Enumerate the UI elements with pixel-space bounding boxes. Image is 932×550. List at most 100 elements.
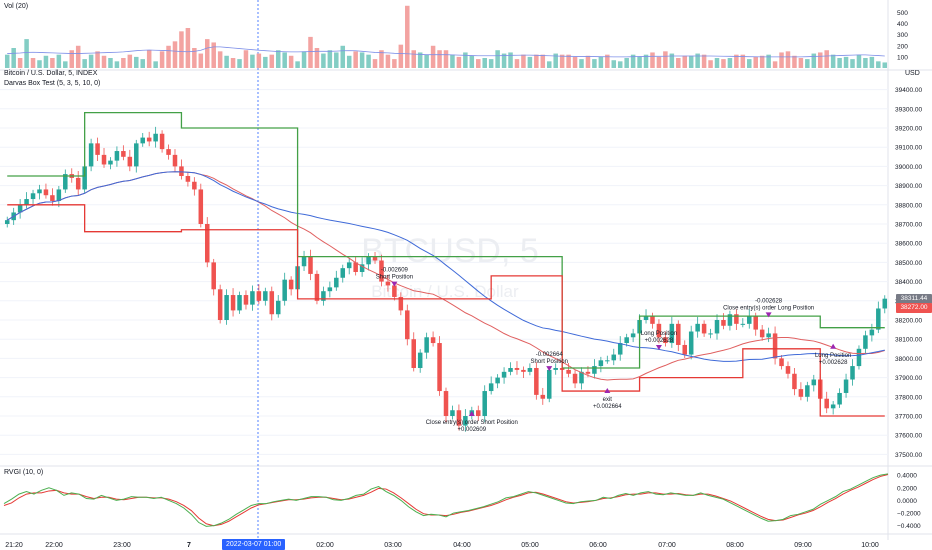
volume-bar: [282, 52, 287, 68]
volume-bar: [566, 54, 571, 68]
time-tick-label: 22:00: [45, 542, 63, 549]
candle-body: [405, 310, 410, 340]
candle-body: [753, 316, 758, 330]
volume-tick-label: 100: [897, 54, 908, 61]
candle-body: [546, 369, 552, 399]
volume-bar: [676, 58, 681, 68]
volume-bar: [643, 54, 649, 68]
time-tick-label: 06:00: [589, 542, 607, 549]
volume-bar: [204, 39, 210, 68]
candle-body: [237, 295, 242, 311]
candle-body: [443, 391, 449, 416]
signal-annotation-text: -0.002609: [381, 268, 409, 274]
volume-bar: [334, 52, 339, 68]
signal-annotation-text: +0.002628: [819, 360, 848, 366]
volume-bar: [263, 56, 268, 68]
volume-pane-title: Vol (20): [4, 3, 29, 10]
candle-body: [256, 291, 262, 301]
time-tick-label: 05:00: [521, 542, 539, 549]
volume-bar: [179, 31, 184, 68]
candle-body: [114, 151, 120, 161]
volume-bar: [69, 50, 75, 68]
candle-body: [108, 160, 113, 165]
volume-bar: [863, 58, 868, 68]
volume-bar: [430, 45, 436, 68]
candle-body: [456, 410, 462, 426]
candle-body: [540, 394, 546, 399]
candle-body: [166, 149, 171, 155]
volume-bar: [217, 51, 223, 68]
volume-bar: [876, 61, 881, 68]
price-tick-label: 37700.00: [895, 414, 922, 421]
volume-bar: [527, 56, 533, 68]
volume-bar: [501, 53, 507, 68]
volume-tick-label: 400: [897, 21, 908, 28]
price-tick-label: 38700.00: [895, 222, 922, 229]
candle-body: [121, 151, 126, 157]
volume-bar: [359, 52, 365, 68]
candle-body: [837, 392, 842, 405]
time-tick-label: 02:00: [316, 542, 334, 549]
volume-bar: [398, 44, 404, 68]
candle-body: [714, 320, 720, 334]
candle-body: [766, 333, 771, 338]
volume-bar: [417, 52, 423, 68]
signal-annotation-text: Short Position: [531, 359, 568, 365]
volume-bar: [114, 61, 120, 68]
volume-bar: [727, 58, 733, 68]
candle-body: [198, 189, 204, 224]
candle-body: [792, 373, 797, 390]
candle-body: [192, 181, 197, 190]
volume-bar: [792, 55, 797, 68]
candle-body: [721, 320, 726, 326]
candle-body: [50, 195, 55, 201]
volume-bar: [843, 56, 849, 68]
candle-body: [56, 189, 62, 201]
candle-body: [805, 385, 810, 397]
price-tick-label: 38400.00: [895, 279, 922, 286]
price-tick-label: 37800.00: [895, 394, 922, 401]
price-tick-label: 39400.00: [895, 87, 922, 94]
volume-bar: [295, 61, 300, 68]
rvgi-tick-label: −0.2000: [897, 511, 921, 518]
signal-annotation-text: -0.002628: [755, 298, 783, 304]
candle-body: [346, 262, 352, 269]
candle-body: [172, 154, 178, 167]
time-tick-label: 21:20: [5, 542, 23, 549]
candle-body: [250, 291, 255, 305]
candle-body: [75, 177, 81, 190]
volume-tick-label: 300: [897, 32, 908, 39]
signal-annotation-text: +0.002664: [593, 404, 622, 410]
volume-bar: [211, 42, 216, 68]
volume-bar: [734, 54, 739, 68]
volume-bar: [463, 52, 468, 68]
volume-bars: [4, 5, 888, 68]
candle-body: [508, 368, 513, 372]
time-tick-label: 09:00: [794, 542, 812, 549]
candle-body: [204, 224, 210, 263]
volume-bar: [237, 59, 242, 68]
candle-body: [353, 262, 358, 272]
volume-bar: [682, 55, 688, 68]
volume-bar: [75, 45, 81, 68]
candles: [4, 126, 888, 432]
candle-body: [785, 366, 791, 374]
candle-body: [643, 316, 649, 320]
volume-bar: [830, 54, 836, 68]
candle-body: [275, 300, 281, 315]
volume-bar: [650, 52, 655, 68]
volume-bar: [592, 59, 597, 68]
volume-bar: [437, 50, 442, 68]
volume-tick-label: 200: [897, 43, 908, 50]
volume-bar: [327, 50, 333, 68]
signal-marker: [391, 281, 398, 287]
currency-label: USD: [905, 70, 920, 77]
candle-body: [146, 137, 152, 142]
volume-bar: [127, 54, 133, 68]
volume-bar: [521, 54, 526, 68]
volume-bar: [11, 48, 16, 68]
signal-marker: [468, 411, 475, 416]
main-pane-title: Bitcoin / U.S. Dollar, 5, INDEX: [4, 70, 98, 77]
